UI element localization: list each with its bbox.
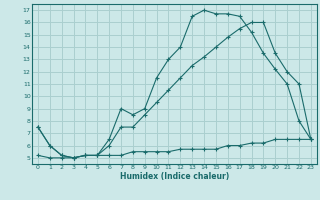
X-axis label: Humidex (Indice chaleur): Humidex (Indice chaleur) — [120, 172, 229, 181]
